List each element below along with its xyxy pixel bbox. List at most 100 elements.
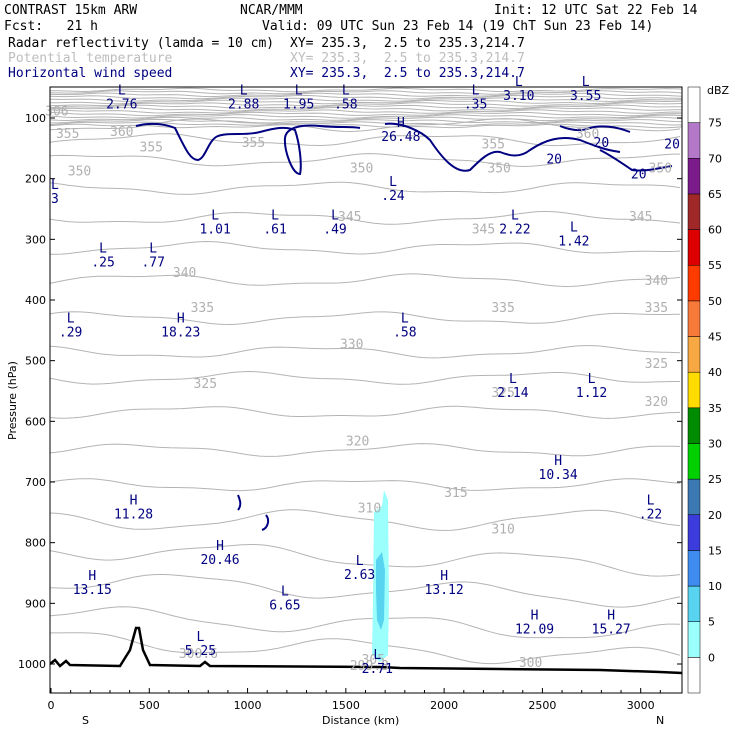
- extremum-marker: H: [397, 116, 405, 131]
- colorbar-tick-label: 10: [708, 580, 722, 593]
- colorbar-tick-label: 50: [708, 295, 722, 308]
- theta-contour-label: 340: [173, 266, 196, 281]
- x-tick-label: 2000: [430, 699, 458, 712]
- theta-contour-label: 340: [645, 274, 668, 289]
- colorbar-swatch: [687, 158, 701, 195]
- theta-contour-line: [50, 99, 682, 105]
- theta-contour-label: 305: [362, 653, 385, 668]
- theta-contour-label: 335: [645, 301, 668, 316]
- wind-contour-line: [237, 494, 242, 511]
- colorbar-swatch: [687, 371, 701, 409]
- y-tick-label: 200: [25, 173, 46, 186]
- colorbar-swatch: [687, 621, 701, 658]
- theta-contour-label: 310: [358, 501, 381, 516]
- y-tick-label: 900: [25, 597, 46, 610]
- extremum-value: 6.65: [269, 598, 300, 613]
- theta-contour-label: 360: [110, 125, 133, 140]
- theta-contour-line: [50, 97, 682, 102]
- wind-contours: [135, 122, 673, 531]
- extremum-value: 2.88: [228, 97, 259, 112]
- colorbar-tick-label: 30: [708, 437, 722, 450]
- extremum-marker: L: [401, 311, 409, 326]
- wind-contour-line: [559, 125, 631, 133]
- theta-contour-line: [50, 153, 680, 168]
- theta-contour-line: [50, 111, 682, 117]
- extremum-value: 1.01: [199, 222, 230, 237]
- extremum-value: 3.55: [570, 89, 601, 104]
- theta-contour-label: 355: [140, 140, 163, 155]
- legend-wind-name: Horizontal wind speed: [8, 66, 172, 81]
- colorbar-tick-label: 75: [708, 117, 722, 130]
- theta-contour-line: [50, 211, 681, 225]
- colorbar-swatch: [687, 336, 701, 373]
- extremum-marker: H: [531, 609, 539, 624]
- extremum-marker: L: [570, 220, 578, 235]
- extremum-value: 15.27: [592, 623, 631, 638]
- extremum-marker: L: [211, 208, 219, 223]
- extremum-value: 2.14: [497, 386, 528, 401]
- colorbar-tick-label: 55: [708, 259, 722, 272]
- theta-contour-line: [50, 443, 681, 457]
- theta-contour-label: 300.6: [179, 647, 218, 662]
- extremum-marker: L: [281, 584, 289, 599]
- theta-contour-line: [50, 94, 682, 100]
- theta-contour-label: 345: [629, 210, 652, 225]
- south-label: S: [82, 714, 89, 727]
- extremum-value: .35: [464, 97, 487, 112]
- theta-contour-line: [50, 118, 682, 124]
- extremum-marker: L: [295, 83, 303, 98]
- theta-contour-label: 355: [482, 137, 505, 152]
- colorbar-swatch: [687, 585, 701, 622]
- colorbar-swatch: [687, 478, 701, 516]
- theta-contour-label: 306: [45, 105, 68, 120]
- extremum-marker: L: [647, 493, 655, 508]
- y-tick-label: 600: [25, 415, 46, 428]
- theta-contour-label: 335: [491, 301, 514, 316]
- colorbar-swatch: [687, 86, 701, 123]
- theta-contours: [50, 87, 682, 665]
- extremum-marker: L: [149, 242, 157, 257]
- extremum-value: 3: [51, 192, 59, 207]
- theta-contour-line: [50, 121, 682, 126]
- org-label: NCAR/MMM: [240, 3, 303, 18]
- extremum-marker: L: [118, 83, 126, 98]
- colorbar-tick-label: 15: [708, 544, 722, 557]
- colorbar-swatch: [687, 229, 701, 266]
- extremum-marker: L: [373, 648, 381, 663]
- extremum-marker: L: [509, 372, 517, 387]
- theta-contour-line: [50, 273, 681, 288]
- theta-contour-line: [50, 632, 681, 665]
- y-axis-label: Pressure (hPa): [6, 361, 19, 440]
- extremum-marker: H: [554, 454, 562, 469]
- colorbar: 0 5 10 15 20 25 30 35 40 45 50 55 60 65 70 75: [687, 86, 722, 694]
- y-tick-label: 500: [25, 355, 46, 368]
- theta-contour-label: 350: [487, 162, 510, 177]
- theta-contour-label: 350: [350, 162, 373, 177]
- theta-contour-line: [50, 102, 682, 107]
- theta-contour-label: 300: [519, 656, 542, 671]
- extremum-value: 2.71: [362, 662, 393, 677]
- theta-contour-label: 345: [472, 222, 495, 237]
- extremum-marker: L: [342, 83, 350, 98]
- extremum-marker: H: [177, 311, 185, 326]
- colorbar-swatch: [687, 193, 701, 230]
- extremum-marker: L: [472, 83, 480, 98]
- north-label: N: [656, 714, 664, 727]
- theta-contour-line: [50, 370, 680, 385]
- x-tick-label: 1000: [234, 699, 262, 712]
- theta-contour-label: 335: [191, 301, 214, 316]
- x-axis-label: Distance (km): [322, 714, 399, 727]
- extremum-marker: L: [240, 83, 248, 98]
- theta-contour-line: [50, 311, 681, 326]
- theta-contour-label: 350: [68, 165, 91, 180]
- theta-contour-line: [50, 240, 681, 255]
- wind-contour-line: [261, 514, 270, 531]
- extremum-value: .49: [323, 222, 346, 237]
- theta-contour-line: [50, 478, 681, 492]
- colorbar-swatch: [687, 550, 701, 587]
- colorbar-swatch: [687, 300, 701, 337]
- colorbar-swatch: [687, 443, 701, 480]
- extremum-value: 13.15: [73, 583, 112, 598]
- extremum-value: 12.09: [515, 623, 554, 638]
- extremum-marker: L: [389, 175, 397, 190]
